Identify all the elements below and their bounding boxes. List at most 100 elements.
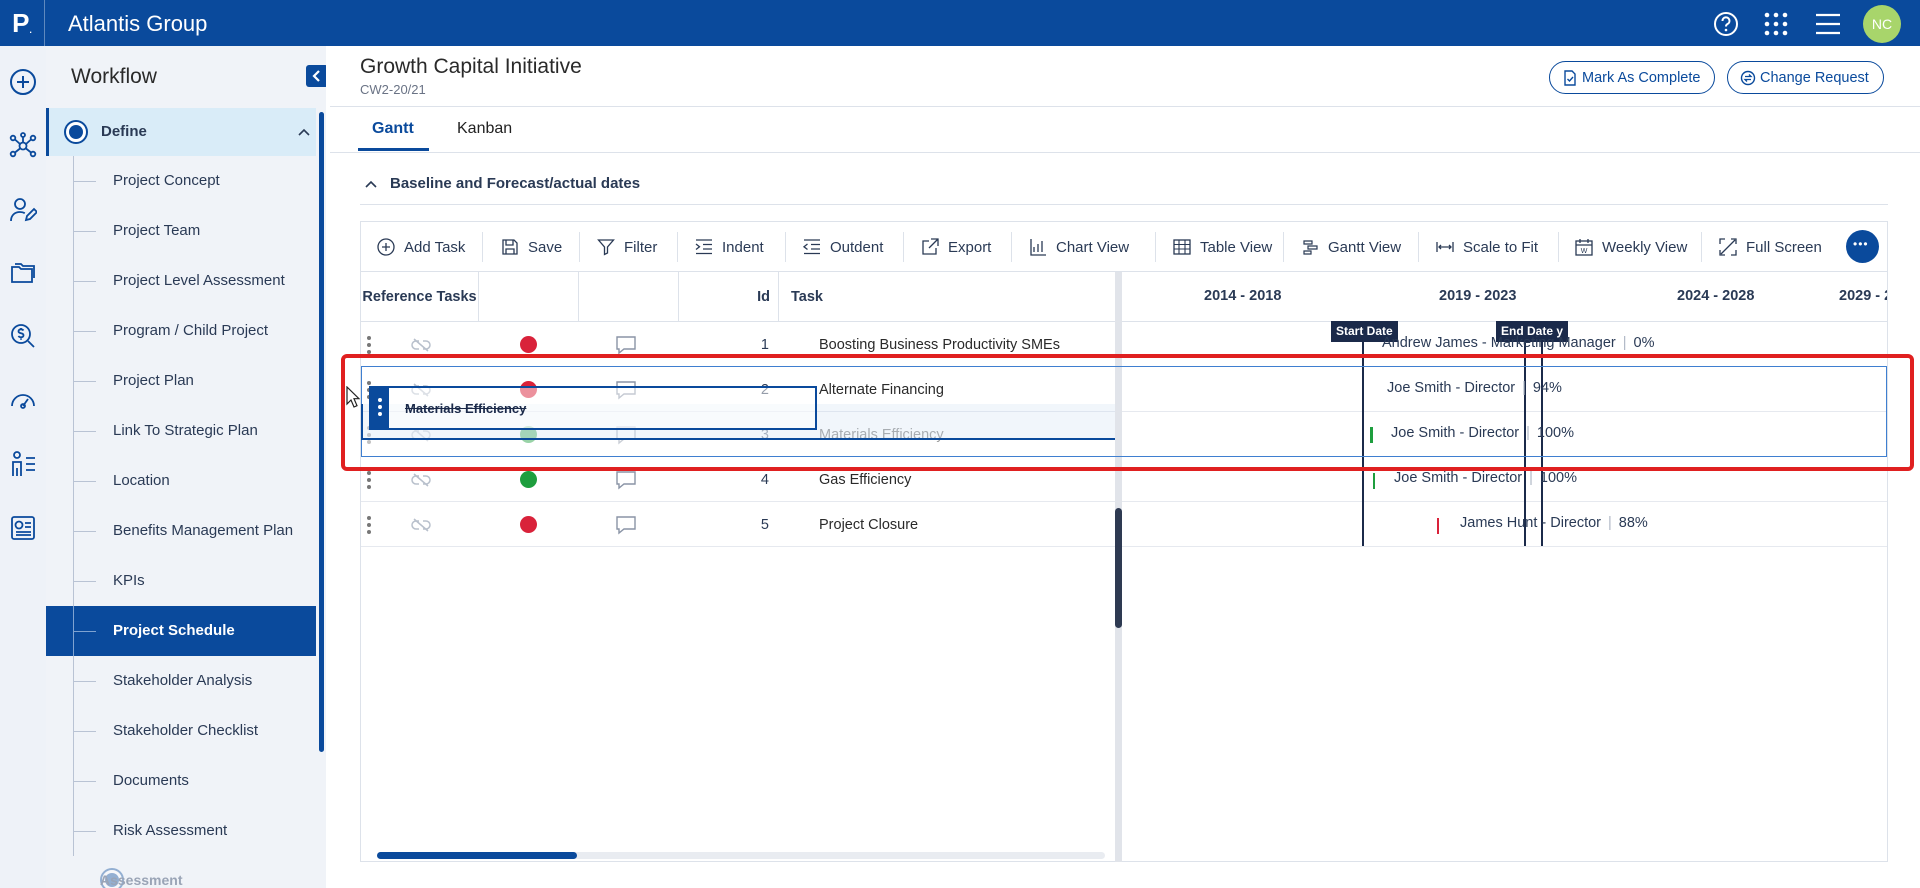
sidebar-item-stakeholder-checklist[interactable]: Stakeholder Checklist xyxy=(46,706,316,756)
stage-radio-icon xyxy=(100,868,124,888)
sidebar-item-location[interactable]: Location xyxy=(46,456,316,506)
sidebar-item-documents[interactable]: Documents xyxy=(46,756,316,806)
task-name[interactable]: Gas Efficiency xyxy=(819,471,912,488)
table-row[interactable]: 5 Project Closure xyxy=(361,502,1887,547)
task-name[interactable]: Project Closure xyxy=(819,516,919,533)
apps-grid-icon[interactable] xyxy=(1763,11,1789,37)
app-logo[interactable]: P. xyxy=(0,0,45,46)
sidebar-section-define[interactable]: Define xyxy=(46,108,316,156)
table-row[interactable]: 1 Boosting Business Productivity SMEs xyxy=(361,322,1887,367)
filter-button[interactable]: Filter xyxy=(597,222,657,272)
sidebar-item-benefits-management-plan[interactable]: Benefits Management Plan xyxy=(46,506,316,556)
gantt-bar[interactable] xyxy=(1370,427,1373,443)
gantt-bar[interactable] xyxy=(1373,473,1375,489)
sidebar-item-program-child-project[interactable]: Program / Child Project xyxy=(46,306,316,356)
task-name[interactable]: Alternate Financing xyxy=(819,381,944,398)
sidebar-item-project-team[interactable]: Project Team xyxy=(46,206,316,256)
fit-width-icon xyxy=(1436,242,1454,252)
gantt-bar[interactable] xyxy=(1437,518,1439,534)
chevron-up-icon[interactable] xyxy=(298,127,310,137)
chart-view-button[interactable]: Chart View xyxy=(1029,222,1129,272)
sidebar-section-assessment[interactable]: Assessment xyxy=(46,864,316,888)
gantt-bar-label[interactable]: Joe Smith - Director | 100% xyxy=(1391,425,1574,441)
comment-icon[interactable] xyxy=(615,457,637,502)
start-date-marker[interactable]: Start Date xyxy=(1331,321,1398,342)
col-header-id[interactable]: Id xyxy=(679,272,778,322)
tab-gantt[interactable]: Gantt xyxy=(372,120,414,137)
sidebar-item-project-level-assessment[interactable]: Project Level Assessment xyxy=(46,256,316,306)
header-divider xyxy=(330,106,1920,107)
sidebar-item-kpis[interactable]: KPIs xyxy=(46,556,316,606)
report-icon[interactable] xyxy=(9,514,37,542)
indent-button[interactable]: Indent xyxy=(695,222,764,272)
sidebar-section-label: Define xyxy=(101,123,147,140)
user-avatar[interactable]: NC xyxy=(1863,5,1901,43)
end-date-marker[interactable]: End Date y xyxy=(1496,321,1569,342)
mark-as-complete-button[interactable]: Mark As Complete xyxy=(1549,61,1716,94)
row-drag-handle[interactable] xyxy=(367,457,373,502)
drag-ghost-row[interactable]: Materials Efficiency xyxy=(369,386,817,430)
row-drag-handle[interactable] xyxy=(371,388,389,428)
row-drag-handle[interactable] xyxy=(367,322,373,367)
weekly-view-button[interactable]: W Weekly View xyxy=(1575,222,1687,272)
full-screen-button[interactable]: Full Screen xyxy=(1719,222,1822,272)
team-icon[interactable] xyxy=(9,450,37,478)
save-button[interactable]: Save xyxy=(501,222,562,272)
comment-icon[interactable] xyxy=(615,502,637,547)
row-drag-handle[interactable] xyxy=(367,502,373,547)
add-task-button[interactable]: Add Task xyxy=(377,222,465,272)
gantt-view-label: Gantt View xyxy=(1328,238,1402,256)
sidebar-scrollbar[interactable] xyxy=(319,112,324,752)
page-title: Growth Capital Initiative xyxy=(360,55,582,78)
tab-kanban[interactable]: Kanban xyxy=(457,120,513,137)
sidebar-item-project-schedule[interactable]: Project Schedule xyxy=(46,606,316,656)
table-row[interactable]: 4 Gas Efficiency xyxy=(361,457,1887,502)
add-circle-icon[interactable] xyxy=(9,68,37,96)
indent-icon xyxy=(695,239,712,255)
gantt-bar-label[interactable]: Andrew James - Marketing Manager | 0% xyxy=(1382,335,1655,351)
sidebar-item-link-strategic-plan[interactable]: Link To Strategic Plan xyxy=(46,406,316,456)
chart-view-label: Chart View xyxy=(1056,238,1130,256)
unlink-icon[interactable] xyxy=(411,457,431,502)
top-bar: P. Atlantis Group NC xyxy=(0,0,1920,46)
table-view-button[interactable]: Table View xyxy=(1173,222,1272,272)
change-request-button[interactable]: Change Request xyxy=(1727,61,1884,94)
menu-icon[interactable] xyxy=(1815,11,1841,37)
dashboard-gauge-icon[interactable] xyxy=(9,386,37,414)
export-button[interactable]: Export xyxy=(921,222,991,272)
refresh-icon xyxy=(1740,70,1756,86)
gantt-toolbar: Add Task Save Filter Indent Outdent Expo… xyxy=(361,222,1887,272)
gantt-bar-label[interactable]: James Hunt - Director | 88% xyxy=(1460,515,1648,531)
help-icon[interactable] xyxy=(1713,11,1739,37)
user-edit-icon[interactable] xyxy=(9,196,37,224)
col-header-comments[interactable] xyxy=(579,272,678,322)
gantt-bar-label[interactable]: Joe Smith - Director | 100% xyxy=(1394,470,1577,486)
horizontal-scroll-thumb[interactable] xyxy=(377,852,577,859)
task-id: 4 xyxy=(760,471,769,488)
network-icon[interactable] xyxy=(9,132,37,160)
sidebar-collapse-button[interactable] xyxy=(306,65,326,87)
folders-icon[interactable] xyxy=(9,258,37,286)
sidebar-item-stakeholder-analysis[interactable]: Stakeholder Analysis xyxy=(46,656,316,706)
toolbar-separator xyxy=(1283,232,1284,262)
more-options-button[interactable] xyxy=(1846,230,1879,263)
outdent-button[interactable]: Outdent xyxy=(803,222,883,272)
sidebar-item-project-concept[interactable]: Project Concept xyxy=(46,156,316,206)
money-search-icon[interactable] xyxy=(9,322,37,350)
chevron-up-icon[interactable] xyxy=(364,178,378,190)
task-name[interactable]: Boosting Business Productivity SMEs xyxy=(819,336,1060,353)
comment-icon[interactable] xyxy=(615,322,637,367)
unlink-icon[interactable] xyxy=(411,502,431,547)
unlink-icon[interactable] xyxy=(411,322,431,367)
col-header-reference-tasks[interactable]: Reference Tasks xyxy=(361,272,478,322)
col-header-task[interactable]: Task xyxy=(779,272,1115,322)
vertical-scroll-thumb[interactable] xyxy=(1115,508,1122,628)
col-header-status[interactable] xyxy=(479,272,578,322)
gantt-bar-label[interactable]: Joe Smith - Director | 94% xyxy=(1387,380,1562,396)
gantt-view-button[interactable]: Gantt View xyxy=(1301,222,1401,272)
horizontal-scroll-track[interactable] xyxy=(377,852,1105,859)
scale-to-fit-button[interactable]: Scale to Fit xyxy=(1436,222,1538,272)
sidebar-item-risk-assessment[interactable]: Risk Assessment xyxy=(46,806,316,856)
accordion-title[interactable]: Baseline and Forecast/actual dates xyxy=(390,175,641,192)
sidebar-item-project-plan[interactable]: Project Plan xyxy=(46,356,316,406)
